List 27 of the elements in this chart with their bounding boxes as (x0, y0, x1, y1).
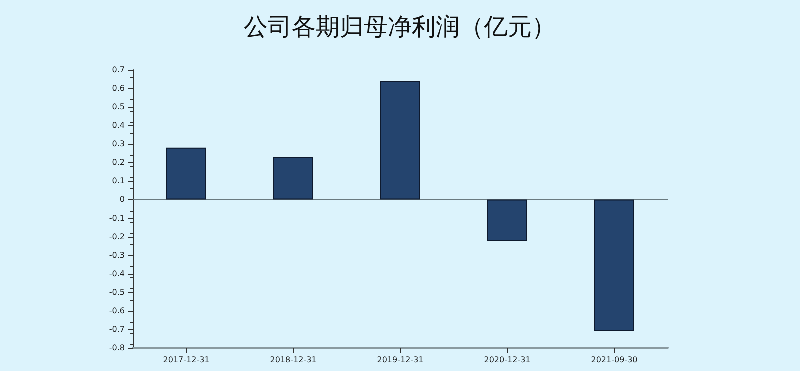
y-tick-label: 0.1 (112, 176, 125, 186)
bar (488, 200, 528, 242)
y-tick-label: -0.2 (109, 232, 125, 242)
y-tick-label: -0.8 (109, 344, 125, 352)
y-tick-label: 0.3 (112, 140, 125, 149)
x-tick-label: 2020-12-31 (484, 356, 531, 364)
y-tick-label: -0.4 (109, 269, 125, 278)
y-tick-label: -0.1 (109, 214, 125, 223)
y-tick-label: -0.3 (109, 250, 125, 260)
x-tick-label: 2019-12-31 (377, 356, 424, 364)
y-tick-label: -0.6 (109, 306, 125, 316)
x-tick-label: 2018-12-31 (270, 356, 317, 364)
x-tick-label: 2017-12-31 (163, 356, 210, 364)
bar (380, 81, 420, 200)
x-tick-label: 2021-09-30 (591, 356, 638, 364)
y-tick-label: 0.6 (112, 84, 125, 94)
y-tick-label: 0 (120, 195, 125, 204)
bar (594, 200, 634, 332)
y-tick-label: -0.7 (109, 324, 125, 334)
bar (166, 148, 206, 200)
y-tick-label: 0.2 (112, 158, 125, 168)
y-tick-label: 0.4 (112, 121, 125, 130)
bar (274, 157, 314, 200)
y-tick-label: 0.7 (112, 66, 125, 74)
y-tick-label: -0.5 (109, 288, 125, 297)
chart-title: 公司各期归母净利润（亿元） (244, 13, 556, 41)
y-tick-label: 0.5 (112, 102, 125, 112)
